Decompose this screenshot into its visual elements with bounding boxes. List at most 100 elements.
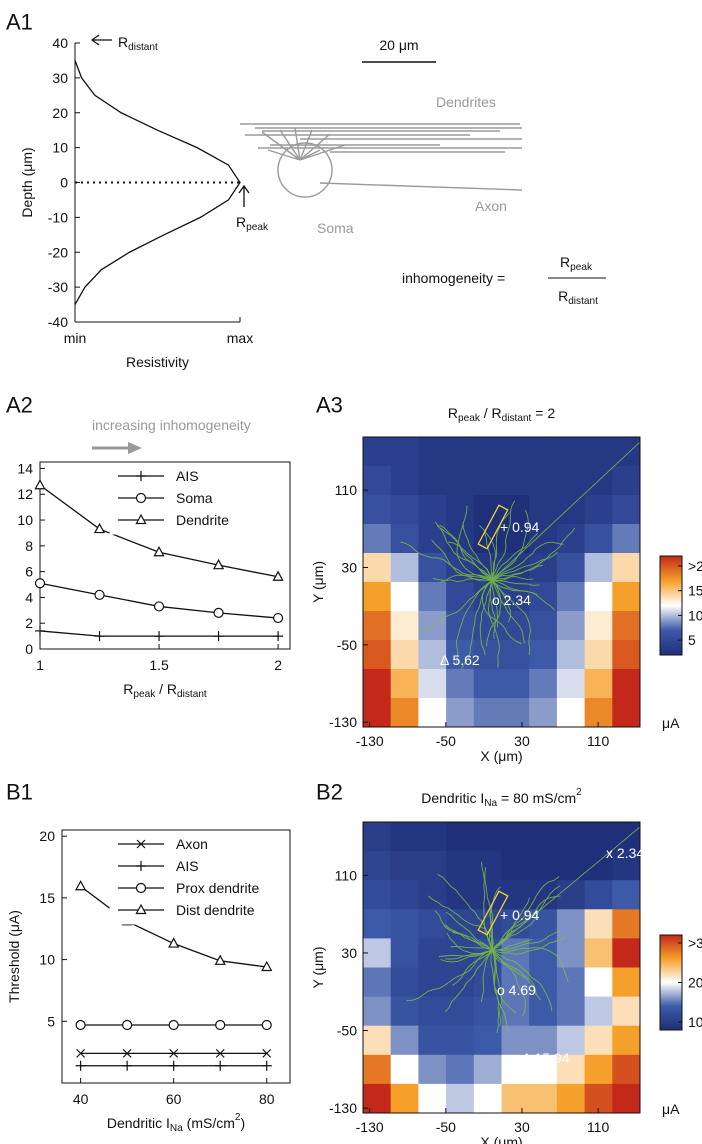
- heat-cell: [501, 822, 530, 852]
- marker: [261, 1019, 272, 1031]
- point-label: Δ 5.62: [440, 652, 480, 668]
- marker: [135, 513, 147, 525]
- heat-cell: [390, 553, 419, 583]
- y-tick-label: -10: [48, 209, 68, 225]
- text-part: R: [558, 288, 568, 304]
- heat-cell: [584, 851, 613, 881]
- heat-cell: [529, 1025, 558, 1056]
- y-tick-label: 10: [39, 952, 55, 968]
- neurite: [491, 579, 555, 611]
- heat-cell: [446, 851, 475, 881]
- marker: [75, 1019, 86, 1031]
- heat-cell: [473, 851, 502, 881]
- heat-cell: [446, 611, 475, 641]
- heat-cell: [612, 967, 641, 998]
- marker: [168, 1060, 179, 1071]
- heat-cell: [612, 524, 641, 554]
- heat-cell: [473, 495, 502, 525]
- heat-cell: [556, 582, 586, 612]
- neurite: [480, 861, 493, 951]
- neuron-overlay: [406, 826, 641, 1033]
- heat-cell: [501, 640, 530, 670]
- heat-cell: [446, 524, 475, 554]
- marker: [93, 522, 106, 534]
- heat-cell: [584, 582, 613, 612]
- marker: [261, 960, 273, 972]
- marker: [213, 631, 224, 642]
- legend-label: Dendrite: [176, 512, 229, 528]
- neurite: [491, 564, 544, 581]
- text-part: = 2: [531, 405, 555, 421]
- neurite: [427, 895, 493, 951]
- text-part: Na: [484, 798, 497, 809]
- y-tick-label: 15: [39, 890, 55, 906]
- neurite: [490, 949, 509, 1032]
- neurite: [491, 949, 537, 996]
- y-axis-label: Y (μm): [310, 561, 326, 603]
- heat-cell: [418, 967, 447, 998]
- annotation-arrowhead: [128, 442, 142, 454]
- text-part: R: [118, 34, 128, 50]
- heat-cell: [446, 996, 475, 1027]
- heat-cell: [612, 880, 641, 910]
- legend-label: Prox dendrite: [176, 880, 259, 896]
- heat-cell: [612, 938, 641, 968]
- marker: [213, 607, 224, 618]
- heat-cell: [446, 1054, 475, 1085]
- neurite: [491, 541, 564, 581]
- x-axis-label: Rpeak / Rdistant: [123, 681, 207, 700]
- heat-cell: [584, 669, 613, 699]
- heat-cell: [501, 967, 530, 998]
- heat-cell: [473, 822, 502, 852]
- neurite: [491, 576, 534, 581]
- neurite: [455, 579, 493, 665]
- text-part: peak: [133, 689, 156, 700]
- heat-cell: [501, 698, 530, 728]
- neurite: [491, 533, 538, 581]
- neurite: [481, 579, 522, 645]
- heat-cell: [390, 967, 419, 998]
- neurite: [491, 949, 553, 1012]
- heat-cell: [390, 669, 419, 699]
- x-tick-label: 60: [166, 1091, 182, 1107]
- heat-cell: [446, 698, 475, 728]
- colorbar-tick-label: >20: [688, 558, 702, 574]
- annotation: increasing inhomogeneity: [92, 417, 251, 433]
- heat-cell: [584, 822, 613, 852]
- data-line: [74, 60, 241, 305]
- heat-cell: [473, 466, 502, 496]
- legend-box: [109, 833, 271, 925]
- heat-cell: [556, 909, 586, 939]
- x-tick-label: 30: [514, 733, 530, 749]
- neurite: [480, 949, 493, 1003]
- ais-box: [477, 504, 509, 550]
- heat-cell: [501, 669, 530, 699]
- colorbar-tick-label: >30: [688, 935, 702, 951]
- marker: [135, 903, 147, 915]
- heat-cell: [473, 880, 502, 910]
- colorbar-tick-label: 10: [688, 607, 702, 623]
- marker: [154, 631, 165, 642]
- heat-cell: [584, 1083, 613, 1114]
- heat-cell: [363, 611, 392, 641]
- y-tick-label: 30: [341, 560, 357, 576]
- neurite: [491, 897, 530, 951]
- neurite: [436, 525, 493, 581]
- marker: [261, 1060, 272, 1071]
- dendrite-roots: [261, 127, 346, 161]
- text-part: R: [123, 681, 133, 697]
- heat-cell: [529, 851, 558, 881]
- plot-frame: [61, 829, 291, 1084]
- x-tick-label: -50: [436, 1119, 456, 1135]
- x-tick-label: 110: [587, 733, 610, 749]
- heat-cell: [390, 582, 419, 612]
- heat-cell: [418, 1054, 447, 1085]
- x-tick-label: 1: [36, 657, 44, 673]
- panel-label: B1: [6, 780, 33, 805]
- neurite: [491, 527, 576, 581]
- heat-cell: [584, 909, 613, 939]
- heat-cell: [363, 524, 392, 554]
- annotation: Rdistant: [118, 34, 158, 53]
- y-tick-label: -130: [329, 714, 357, 730]
- heat-cell: [418, 611, 447, 641]
